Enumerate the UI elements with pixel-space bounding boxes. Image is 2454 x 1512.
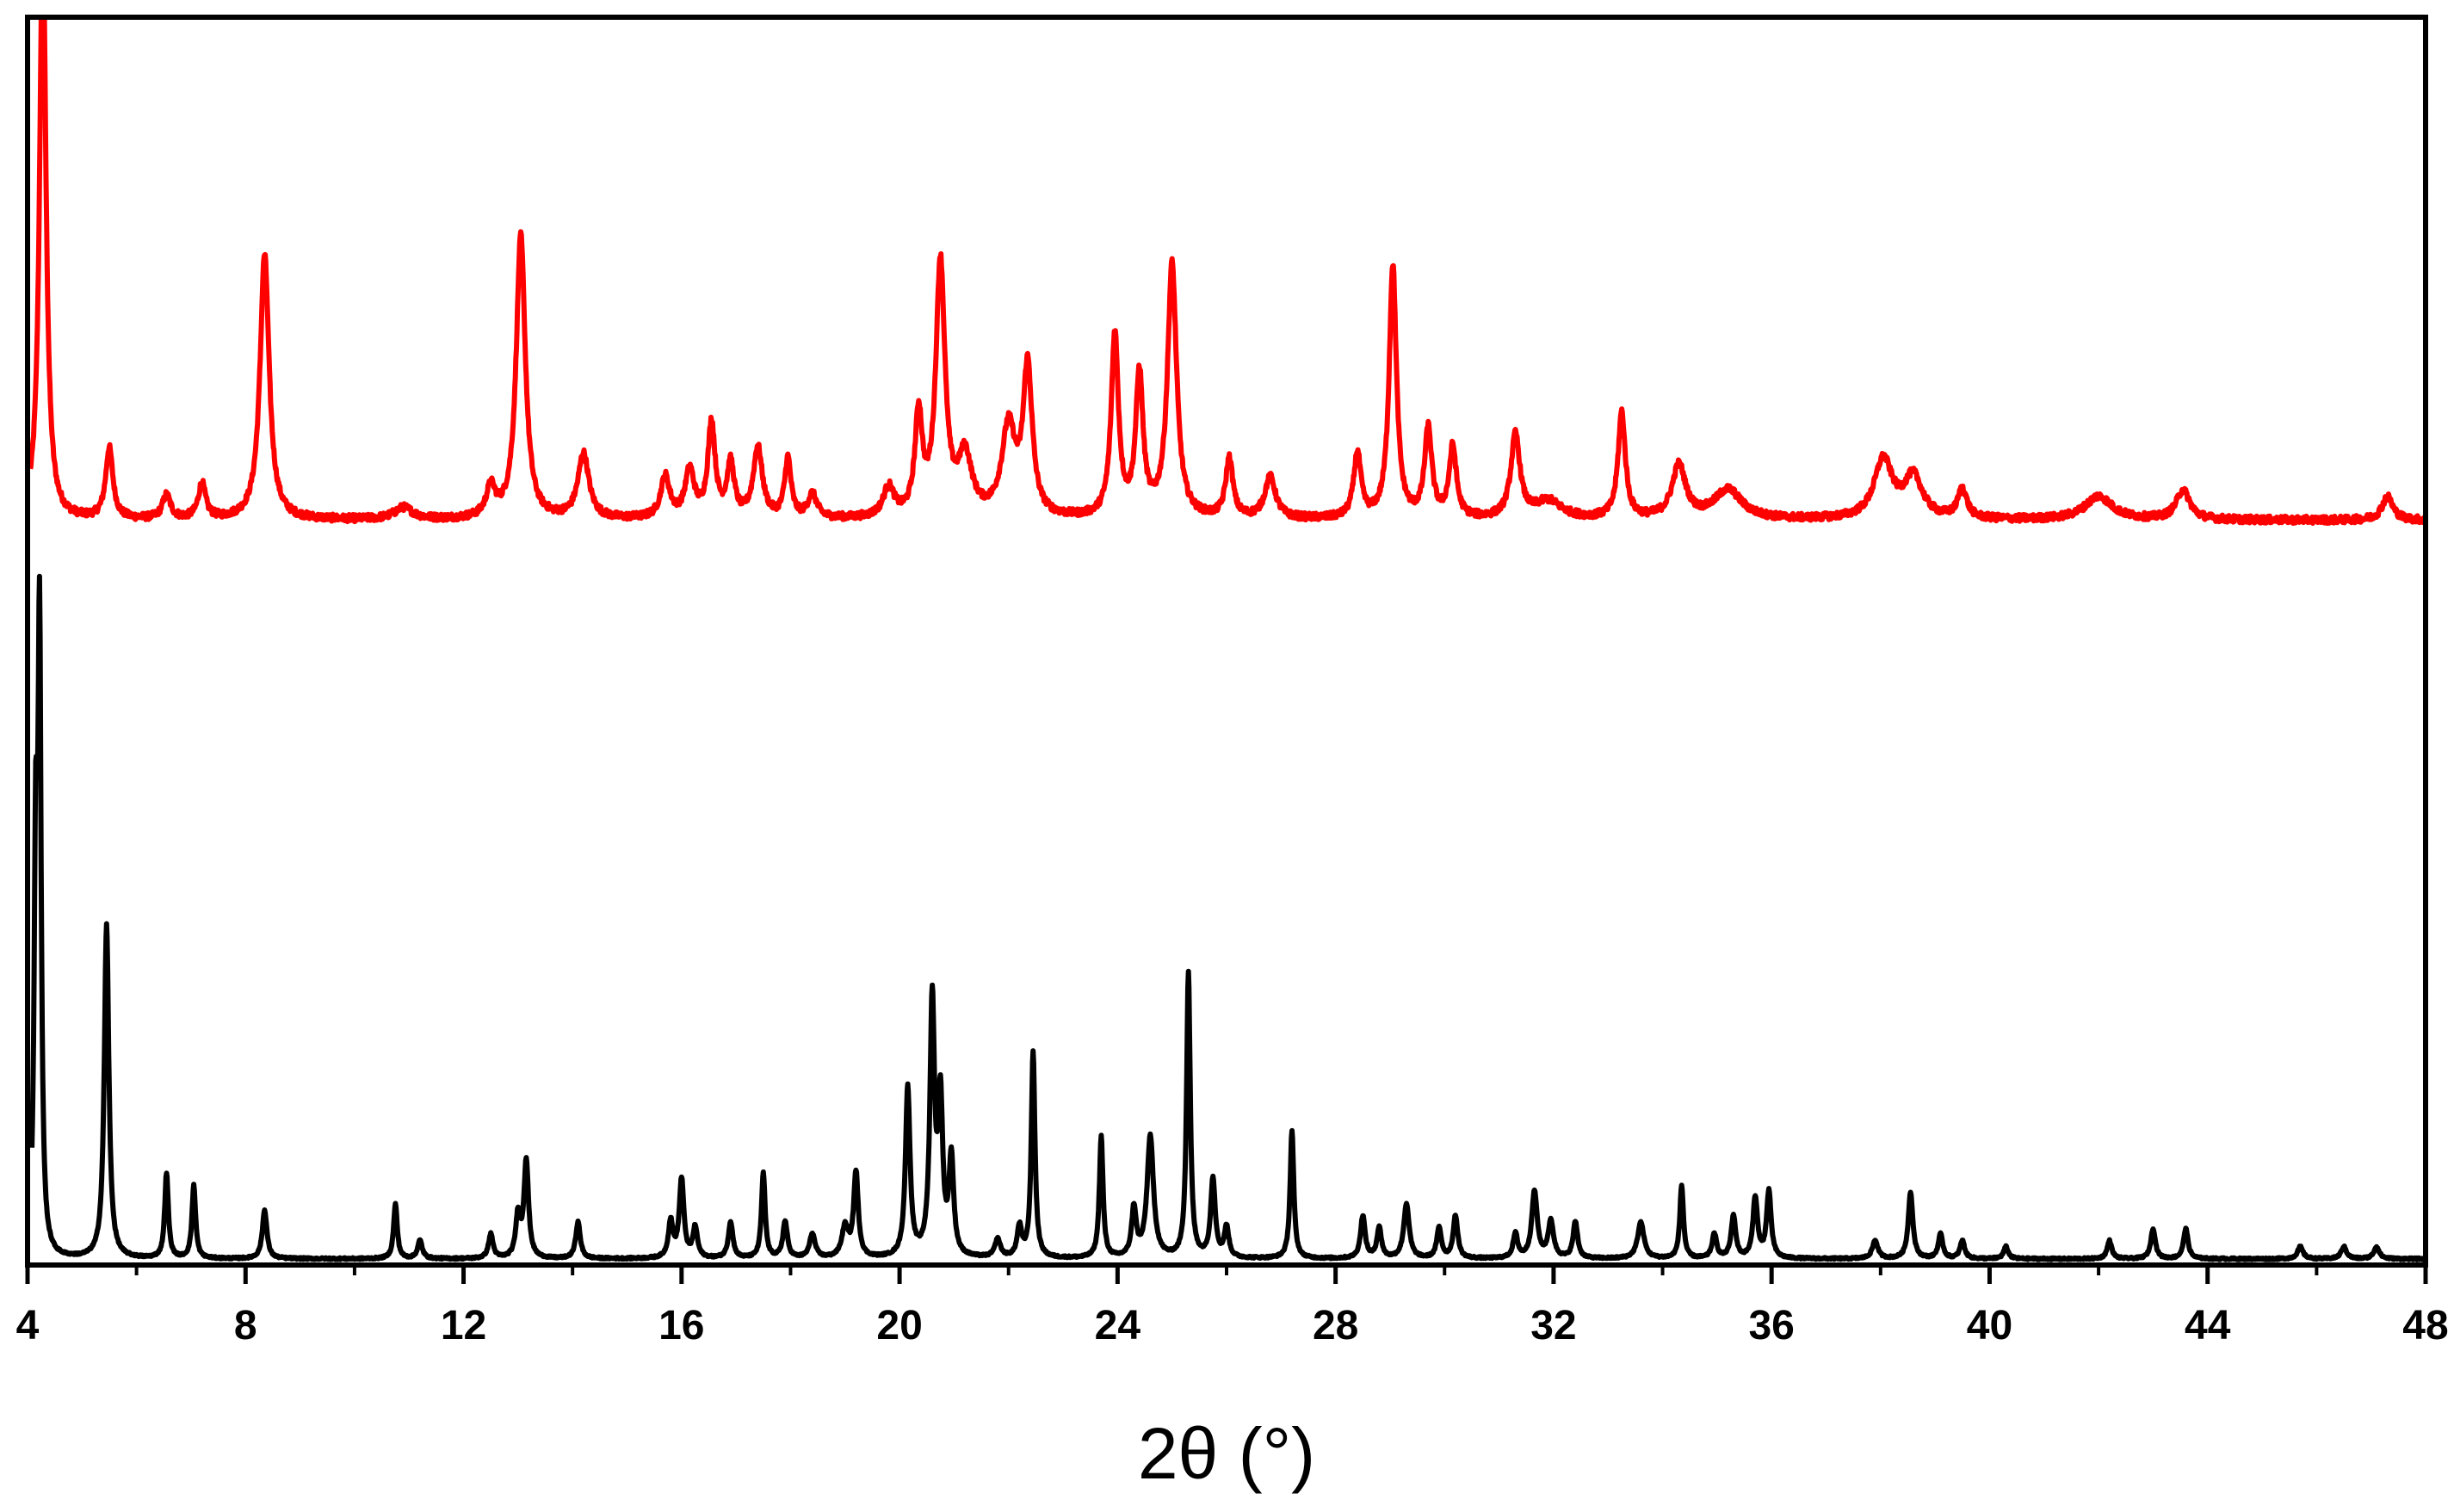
x-tick-label: 20 <box>876 1303 922 1348</box>
series-layer <box>29 19 2424 1262</box>
x-tick-label: 28 <box>1313 1303 1358 1348</box>
x-tick-label: 8 <box>234 1303 257 1348</box>
series-line-2 <box>29 573 2424 1262</box>
x-tick-label: 4 <box>16 1303 40 1348</box>
x-tick-label: 16 <box>658 1303 704 1348</box>
plot-frame <box>25 15 2428 1268</box>
plot-area <box>25 15 2428 1268</box>
x-axis-title: 2θ (°) <box>1138 1413 1315 1494</box>
x-tick-label: 40 <box>1967 1303 2012 1348</box>
series-line-1 <box>29 19 2424 526</box>
x-tick-label: 32 <box>1530 1303 1576 1348</box>
x-tick-label: 48 <box>2402 1303 2448 1348</box>
x-axis-ticks: 4 8 12 16 20 24 28 32 36 40 44 48 <box>16 1265 2449 1348</box>
x-tick-label: 24 <box>1095 1303 1141 1348</box>
x-tick-label: 36 <box>1748 1303 1794 1348</box>
x-tick-label: 44 <box>2185 1303 2231 1348</box>
x-tick-label: 12 <box>441 1303 486 1348</box>
